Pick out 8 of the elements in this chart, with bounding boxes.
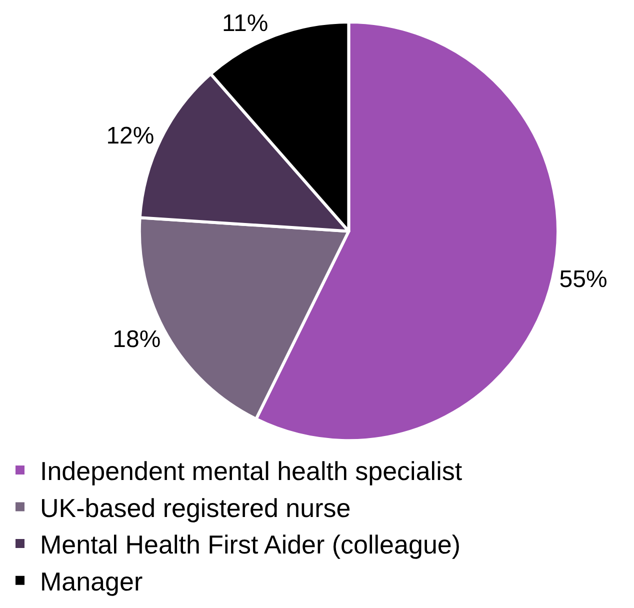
data-label: 12% — [106, 122, 154, 150]
data-label: 55% — [559, 266, 608, 293]
legend-label: Independent mental health specialist — [40, 456, 463, 486]
data-label: 18% — [112, 326, 161, 353]
legend-label: UK-based registered nurse — [40, 492, 351, 523]
legend-label: Manager — [40, 566, 143, 596]
data-label: 11% — [222, 10, 268, 38]
legend-label: Mental Health First Aider (colleague) — [40, 530, 461, 560]
